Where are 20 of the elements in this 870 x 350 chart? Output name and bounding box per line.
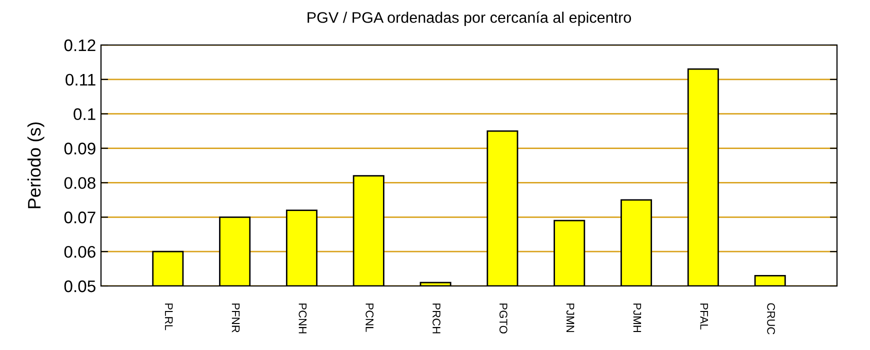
y-tick-label: 0.11: [66, 74, 96, 86]
x-tick-label: PRCH: [432, 304, 440, 334]
y-tick-label: 0.06: [64, 246, 96, 258]
x-tick-label: PCNH: [298, 304, 307, 334]
y-axis-title: Periodo (s): [27, 122, 44, 208]
x-tick-label: PGTO: [499, 304, 508, 334]
y-tick-label: 0.05: [64, 280, 96, 292]
x-tick-label: PJMH: [633, 304, 642, 332]
y-tick-label: 0.08: [64, 177, 96, 189]
x-tick-label: PLRL: [165, 304, 173, 330]
chart-title: PGV / PGA ordenadas por cercanía al epicentro: [308, 12, 632, 26]
x-tick-label: PJMN: [566, 304, 574, 332]
y-tick-label: 0.1: [74, 108, 96, 120]
x-tick-label: PFNR: [232, 304, 240, 332]
y-tick-label: 0.12: [64, 39, 96, 52]
x-tick-label: PFAL: [700, 304, 708, 330]
x-tick-label: PCNL: [366, 304, 374, 332]
y-tick-label: 0.07: [64, 212, 96, 224]
x-tick-label: CRUC: [767, 303, 775, 334]
y-tick-label: 0.09: [64, 142, 96, 154]
